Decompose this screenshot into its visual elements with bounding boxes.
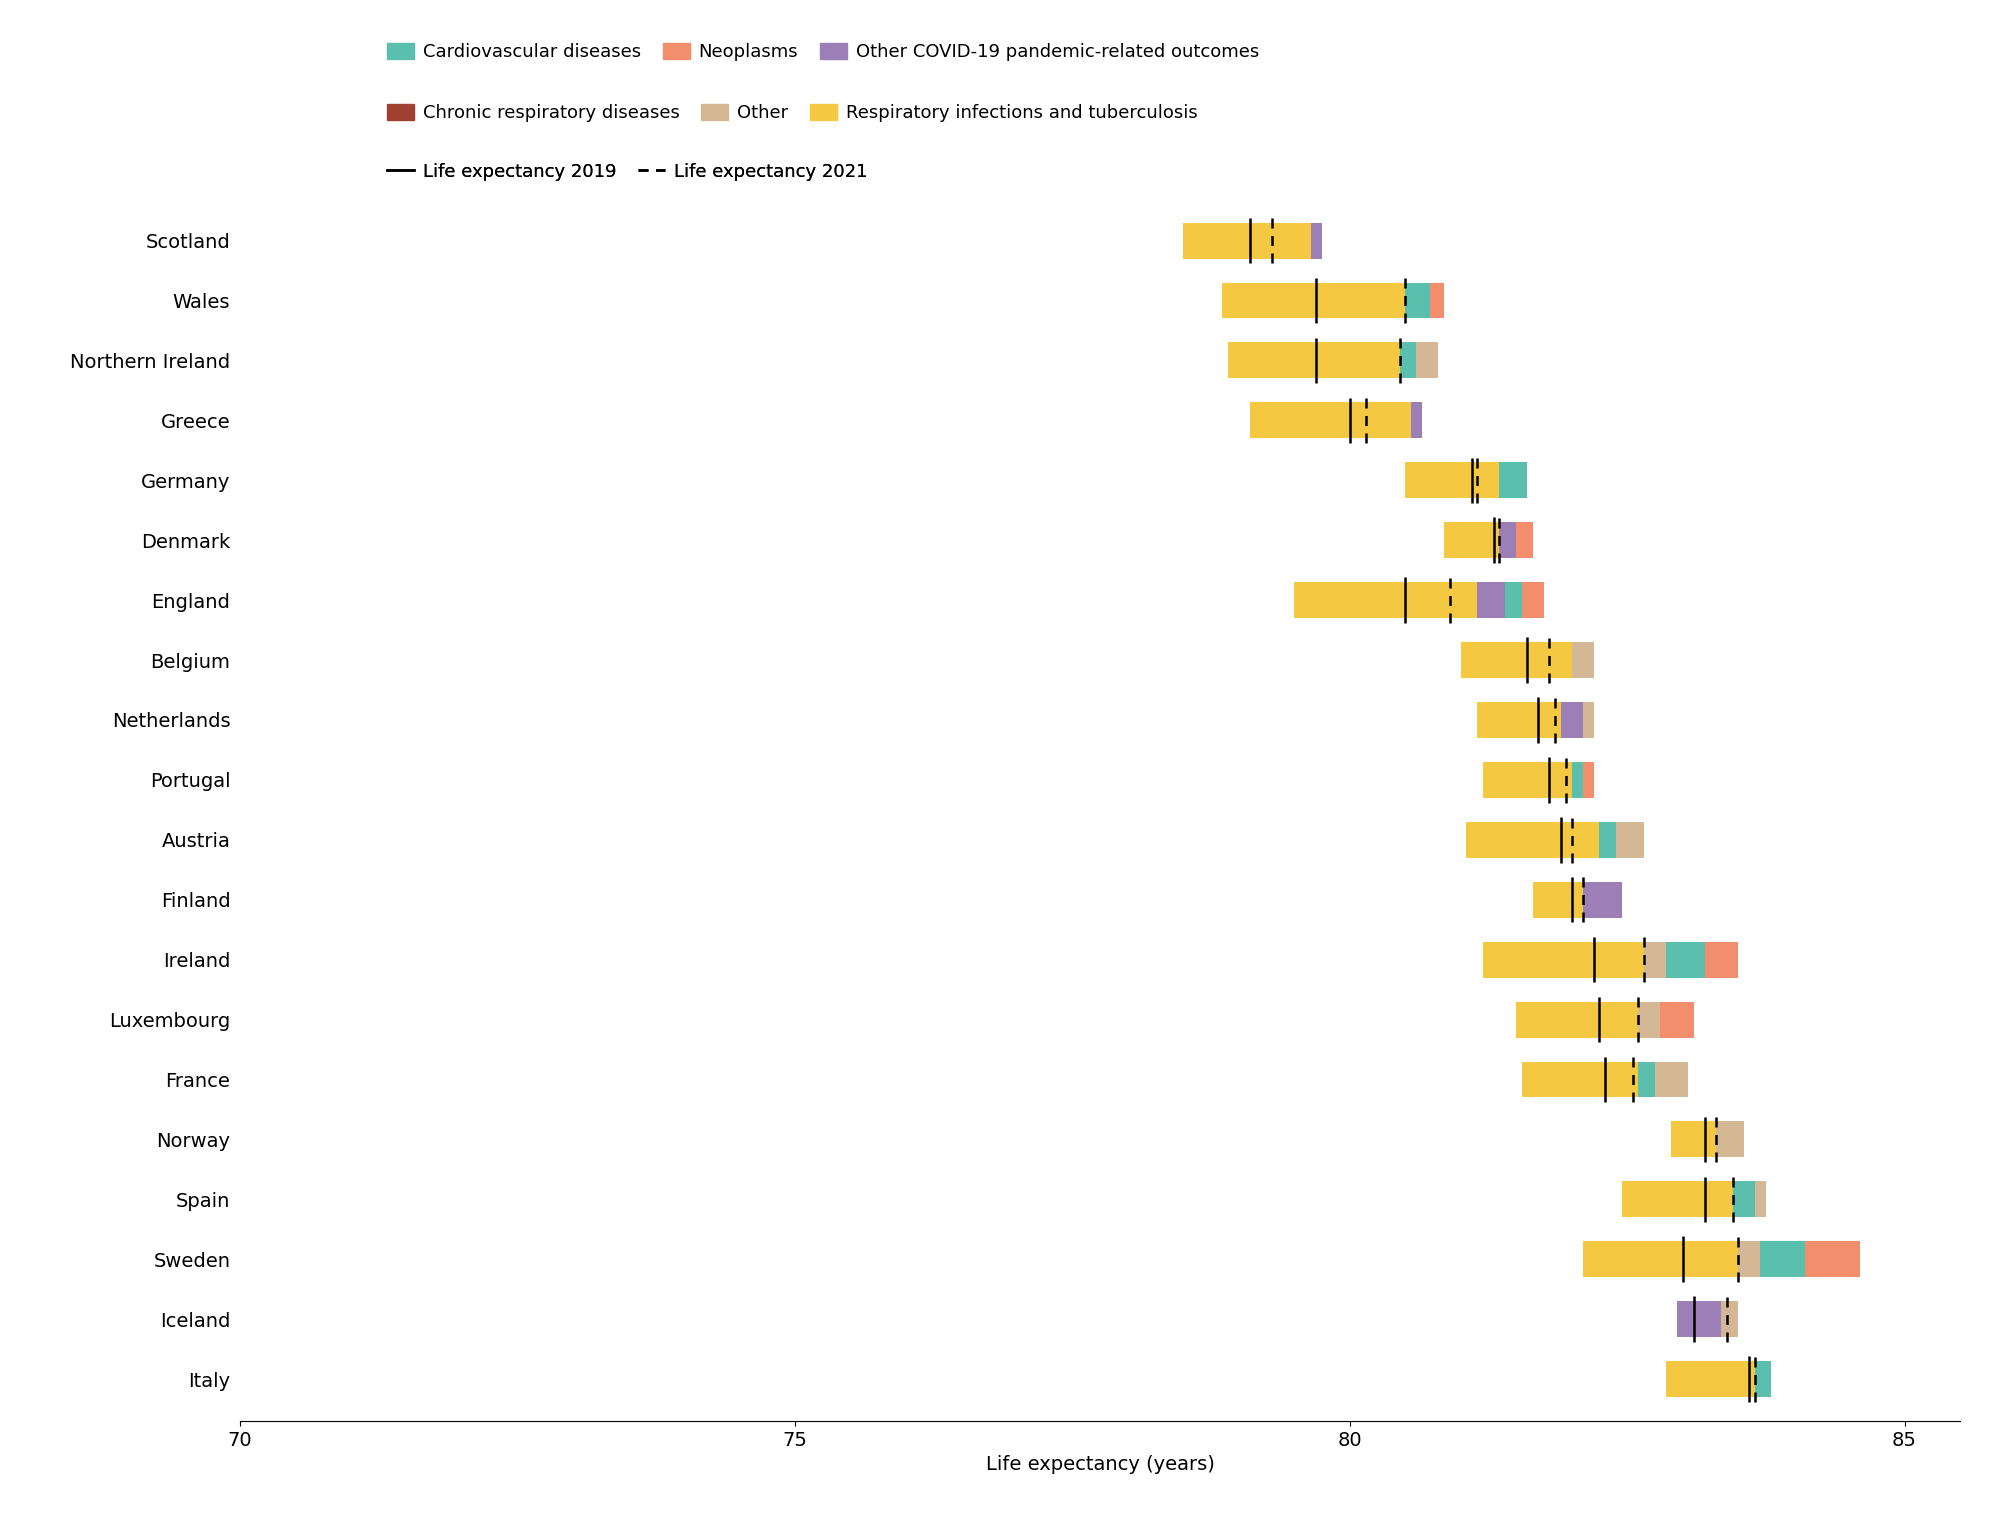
Bar — [1478, 701, 1560, 738]
Bar — [1616, 822, 1644, 857]
X-axis label: Life expectancy (years): Life expectancy (years) — [986, 1455, 1214, 1475]
Bar — [1600, 822, 1616, 857]
Bar — [1572, 762, 1582, 798]
Bar — [1760, 1241, 1804, 1277]
Bar — [1310, 223, 1322, 258]
Bar — [1704, 941, 1738, 978]
Legend: Life expectancy 2019, Life expectancy 2021: Life expectancy 2019, Life expectancy 20… — [386, 162, 868, 180]
Bar — [1522, 1062, 1638, 1097]
Bar — [1644, 941, 1666, 978]
Bar — [1638, 1001, 1660, 1038]
Bar — [1228, 342, 1400, 379]
Bar — [1250, 402, 1410, 439]
Bar — [1754, 1361, 1772, 1397]
Bar — [1516, 1001, 1638, 1038]
Bar — [1722, 1302, 1738, 1337]
Bar — [1666, 941, 1704, 978]
Bar — [1638, 1062, 1654, 1097]
Bar — [1430, 283, 1444, 318]
Bar — [1666, 1361, 1754, 1397]
Bar — [1444, 523, 1500, 558]
Bar — [1678, 1302, 1722, 1337]
Bar — [1532, 882, 1582, 918]
Bar — [1406, 463, 1500, 498]
Bar — [1754, 1181, 1766, 1218]
Bar — [1500, 523, 1516, 558]
Bar — [1294, 582, 1478, 619]
Bar — [1738, 1241, 1760, 1277]
Bar — [1410, 402, 1422, 439]
Bar — [1654, 1062, 1688, 1097]
Bar — [1804, 1241, 1860, 1277]
Bar — [1482, 762, 1572, 798]
Bar — [1660, 1001, 1694, 1038]
Bar — [1522, 582, 1544, 619]
Bar — [1500, 463, 1528, 498]
Bar — [1672, 1122, 1716, 1157]
Bar — [1732, 1181, 1754, 1218]
Bar — [1400, 342, 1416, 379]
Bar — [1582, 1241, 1738, 1277]
Bar — [1222, 283, 1406, 318]
Bar — [1716, 1122, 1744, 1157]
Bar — [1506, 582, 1522, 619]
Bar — [1622, 1181, 1732, 1218]
Bar — [1460, 642, 1572, 678]
Bar — [1560, 701, 1582, 738]
Bar — [1184, 223, 1310, 258]
Bar — [1582, 701, 1594, 738]
Bar — [1406, 283, 1430, 318]
Bar — [1572, 642, 1594, 678]
Bar — [1582, 762, 1594, 798]
Bar — [1478, 582, 1506, 619]
Bar — [1466, 822, 1600, 857]
Bar — [1416, 342, 1438, 379]
Bar — [1516, 523, 1532, 558]
Bar — [1582, 882, 1622, 918]
Bar — [1482, 941, 1644, 978]
